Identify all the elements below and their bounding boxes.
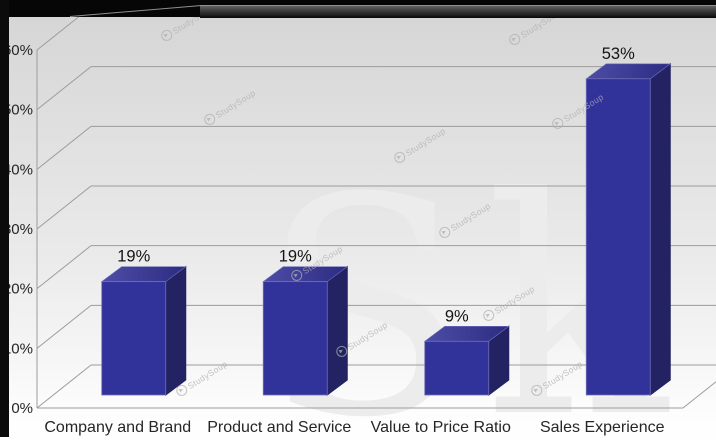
gridline-slant <box>36 66 92 111</box>
bar-front-face <box>424 340 490 396</box>
gridline-slant <box>36 304 92 349</box>
y-axis-tick-label: 40% <box>3 161 33 178</box>
floor-right-edge <box>682 381 716 409</box>
category-label: Product and Service <box>207 419 351 436</box>
y-axis-tick-label: 10% <box>3 340 33 357</box>
gridline-slant <box>36 364 92 409</box>
slide-left-border <box>0 0 9 437</box>
bar-front-face <box>585 78 651 396</box>
banner-gradient-stripe <box>200 5 716 18</box>
bar-front-face <box>262 281 328 396</box>
gridline-slant <box>36 245 92 290</box>
bar-side-face <box>165 265 187 396</box>
value-label: 53% <box>602 45 635 63</box>
value-label: 9% <box>445 307 469 325</box>
bar-side-face <box>326 265 348 396</box>
category-label: Company and Brand <box>44 419 191 436</box>
gridline-slant <box>36 125 92 170</box>
gridline-slant <box>36 185 92 230</box>
banner-diagonal-line <box>69 4 202 17</box>
value-label: 19% <box>117 248 150 266</box>
y-axis-tick-label: 0% <box>11 400 33 417</box>
slide-top-banner <box>0 0 716 18</box>
bar-side-face <box>649 62 671 396</box>
value-label: 19% <box>279 248 312 266</box>
y-axis-tick-label: 20% <box>3 281 33 298</box>
y-axis-tick-label: 50% <box>3 102 33 119</box>
category-label: Value to Price Ratio <box>371 419 511 436</box>
category-label: Sales Experience <box>540 419 665 436</box>
y-axis-tick-label: 60% <box>3 42 33 59</box>
y-axis-tick-label: 30% <box>3 221 33 238</box>
bar-front-face <box>101 281 167 396</box>
